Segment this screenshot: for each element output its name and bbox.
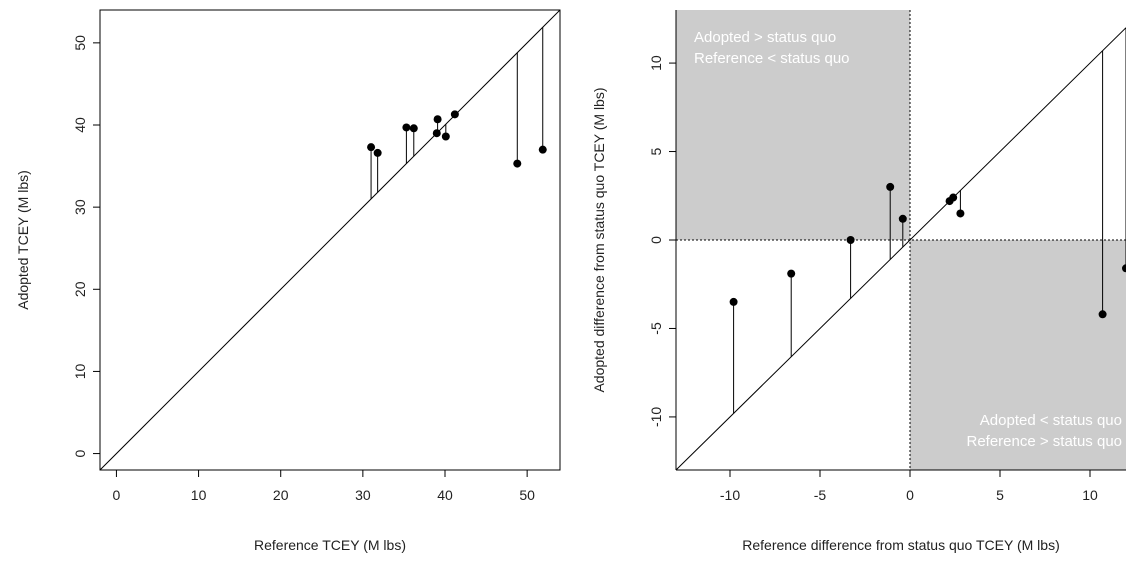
x-axis-title: Reference TCEY (M lbs) <box>254 537 406 553</box>
x-tick-label: -10 <box>720 487 740 503</box>
y-tick-label: 10 <box>648 55 664 71</box>
data-point <box>409 124 418 133</box>
x-tick-label: 50 <box>519 487 535 503</box>
x-tick-label: 40 <box>437 487 453 503</box>
identity-line <box>675 27 1126 471</box>
y-tick-label: -5 <box>648 322 664 335</box>
x-tick-label: 5 <box>996 487 1004 503</box>
region-label-top-left-1: Reference < status quo <box>694 50 850 67</box>
y-axis-title: Adopted difference from status quo TCEY … <box>591 87 607 392</box>
x-tick-label: 0 <box>113 487 121 503</box>
right-panel-differences: Adopted > status quo Reference < status q… <box>591 10 1126 553</box>
y-tick-label: 30 <box>72 199 88 215</box>
data-point <box>949 193 958 202</box>
plot-frame <box>99 9 561 471</box>
data-point <box>450 110 459 119</box>
data-point <box>433 115 442 124</box>
x-tick-label: 30 <box>355 487 371 503</box>
x-tick-label: 10 <box>191 487 207 503</box>
data-point <box>886 182 895 191</box>
y-tick-label: -10 <box>648 407 664 427</box>
y-axis-title: Adopted TCEY (M lbs) <box>15 170 31 310</box>
data-point <box>432 129 441 138</box>
data-point <box>729 297 738 306</box>
data-point <box>898 214 907 223</box>
y-tick-label: 0 <box>648 236 664 244</box>
y-tick-label: 5 <box>648 147 664 155</box>
data-point <box>402 123 411 132</box>
x-tick-label: 20 <box>273 487 289 503</box>
x-tick-label: 0 <box>906 487 914 503</box>
x-tick-label: 10 <box>1082 487 1098 503</box>
data-point <box>956 209 965 218</box>
data-point <box>1098 310 1107 319</box>
shaded-region-top-left <box>676 10 910 240</box>
y-tick-label: 20 <box>72 281 88 297</box>
region-label-top-left-0: Adopted > status quo <box>694 29 836 46</box>
y-tick-label: 0 <box>72 449 88 457</box>
y-tick-label: 50 <box>72 35 88 51</box>
data-point <box>538 145 547 154</box>
data-point <box>373 148 382 157</box>
region-label-bottom-right-1: Reference > status quo <box>966 433 1122 450</box>
shaded-region-bottom-right <box>910 240 1126 470</box>
y-tick-label: 40 <box>72 117 88 133</box>
data-point <box>367 143 376 152</box>
data-point <box>1122 264 1126 273</box>
data-point <box>513 159 522 168</box>
left-panel-reference-vs-adopted: 0 10 20 30 40 50 0 10 20 30 40 50 Reference TCEY (M … <box>15 9 561 553</box>
region-label-bottom-right-0: Adopted < status quo <box>980 412 1122 429</box>
identity-line <box>99 9 561 471</box>
x-axis-title: Reference difference from status quo TCE… <box>742 537 1059 553</box>
x-tick-label: -5 <box>814 487 827 503</box>
y-tick-label: 10 <box>72 363 88 379</box>
data-point <box>846 236 855 244</box>
data-point <box>787 269 796 278</box>
data-point <box>441 132 450 141</box>
